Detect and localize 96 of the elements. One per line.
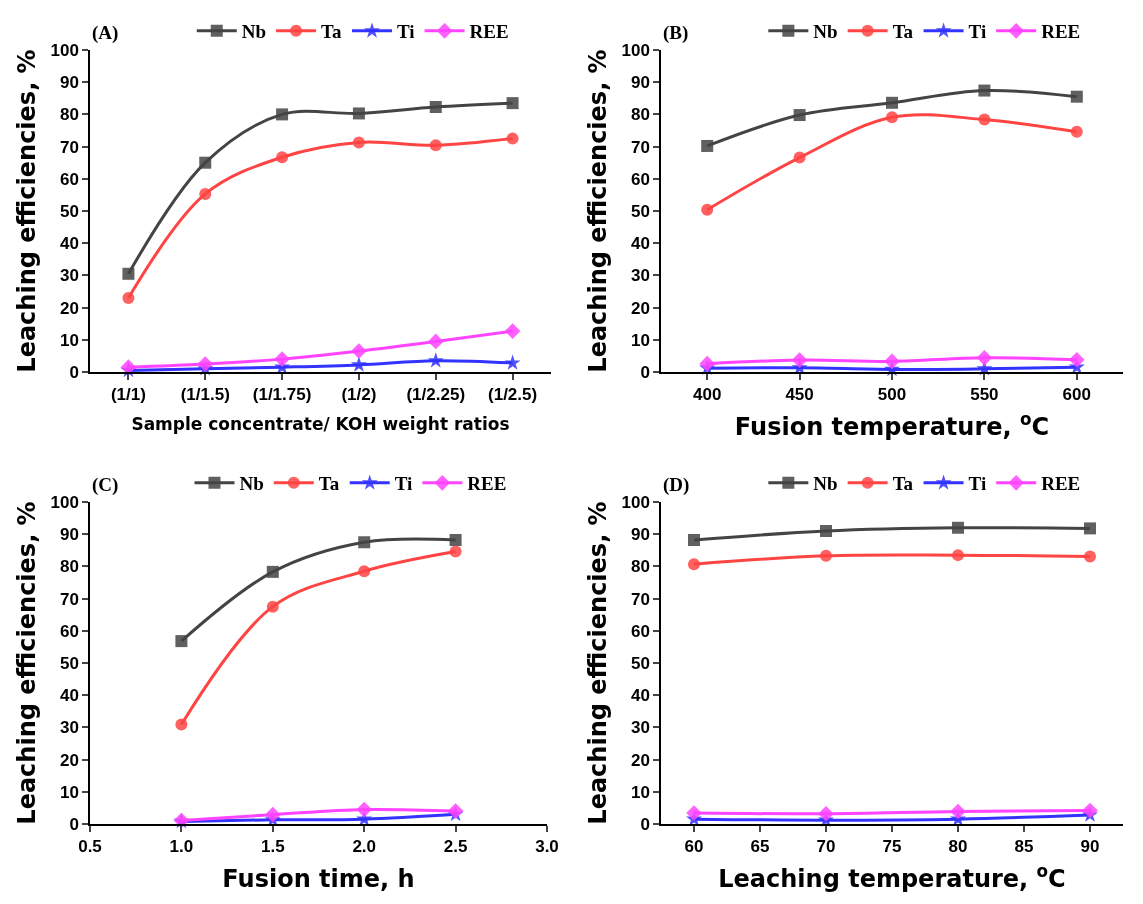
x-tick-label: (1/2.25) xyxy=(406,385,466,405)
y-tick-label: 70 xyxy=(59,137,79,157)
x-tick-label: 500 xyxy=(877,385,907,405)
x-tick-label: 80 xyxy=(948,837,968,857)
y-tick-label: 10 xyxy=(59,330,79,350)
y-tick-label: 50 xyxy=(59,201,79,221)
x-tick-label: (1/2) xyxy=(341,385,377,405)
y-tick-label: 10 xyxy=(59,782,79,802)
text: (B) xyxy=(663,22,689,44)
y-tick-label: 0 xyxy=(640,814,650,834)
y-tick-label: 60 xyxy=(630,169,650,189)
y-tick-label: 20 xyxy=(59,750,79,770)
x-tick-label: 75 xyxy=(882,837,902,857)
text: (D) xyxy=(663,474,690,496)
x-tick-label: 600 xyxy=(1062,385,1091,405)
legend-label: Ti xyxy=(394,473,413,495)
y-tick-label: 20 xyxy=(59,298,79,318)
y-tick-label: 70 xyxy=(59,589,79,609)
y-tick-label: 30 xyxy=(630,718,650,738)
legend-label: Nb xyxy=(813,473,838,495)
y-tick-label: 80 xyxy=(630,557,650,577)
legend-label: REE xyxy=(1041,473,1081,495)
x-tick-label: 400 xyxy=(693,385,722,405)
y-tick-label: 80 xyxy=(59,105,79,125)
x-tick-label: 1.0 xyxy=(169,837,194,857)
y-tick-label: 30 xyxy=(59,718,79,738)
y-tick-label: 80 xyxy=(59,557,79,577)
y-tick-label: 100 xyxy=(621,40,650,60)
x-axis-title: Leaching temperature, $^{o}$C xyxy=(718,860,1066,893)
y-tick-label: 90 xyxy=(630,525,650,545)
y-tick-label: 40 xyxy=(630,234,650,254)
y-tick-label: 0 xyxy=(69,814,79,834)
x-axis-title: Fusion time, h xyxy=(222,864,415,893)
x-tick-label: (1/1.75) xyxy=(252,385,312,405)
y-axis-title: Leaching efficiencies, % xyxy=(13,501,42,825)
y-tick-label: 90 xyxy=(630,73,650,93)
x-axis-title: Sample concentrate/ KOH weight ratios xyxy=(131,414,510,435)
legend-label: Nb xyxy=(239,473,264,495)
y-tick-label: 0 xyxy=(640,362,650,382)
y-axis-title: Leaching efficiencies, % xyxy=(584,501,613,825)
legend-label: Ta xyxy=(892,21,914,43)
y-tick-label: 10 xyxy=(630,782,650,802)
y-tick-label: 100 xyxy=(50,492,79,512)
y-tick-label: 50 xyxy=(630,653,650,673)
y-tick-label: 70 xyxy=(630,589,650,609)
legend-label: Nb xyxy=(813,21,838,43)
x-tick-label: 550 xyxy=(970,385,999,405)
x-tick-label: (1/2.5) xyxy=(488,385,538,405)
x-tick-label: 450 xyxy=(785,385,814,405)
x-tick-label: 70 xyxy=(816,837,836,857)
y-tick-label: 50 xyxy=(59,653,79,673)
legend-label: Ta xyxy=(321,21,342,43)
y-tick-label: 100 xyxy=(50,40,79,60)
legend-label: Ta xyxy=(892,473,914,495)
legend-label: REE xyxy=(1041,21,1081,43)
legend-label: Ti xyxy=(968,473,987,495)
y-tick-label: 90 xyxy=(59,525,79,545)
y-tick-label: 40 xyxy=(59,234,79,254)
x-tick-label: 90 xyxy=(1080,837,1100,857)
y-tick-label: 40 xyxy=(630,686,650,706)
x-tick-label: 85 xyxy=(1014,837,1034,857)
legend-label: Ta xyxy=(318,473,340,495)
legend-label: REE xyxy=(469,21,509,43)
y-tick-label: 100 xyxy=(621,492,650,512)
y-tick-label: 30 xyxy=(59,266,79,286)
y-tick-label: 20 xyxy=(630,298,650,318)
y-tick-label: 90 xyxy=(59,73,79,93)
legend-label: Ti xyxy=(968,21,987,43)
y-axis-title: Leaching efficiencies, % xyxy=(584,49,613,373)
x-tick-label: 60 xyxy=(684,837,704,857)
x-tick-label: (1/1.5) xyxy=(180,385,230,405)
x-tick-label: 0.5 xyxy=(78,837,102,857)
y-tick-label: 10 xyxy=(630,330,650,350)
x-tick-label: 1.5 xyxy=(260,837,285,857)
y-tick-label: 60 xyxy=(59,169,79,189)
x-tick-label: 3.0 xyxy=(535,837,559,857)
y-tick-label: 20 xyxy=(630,750,650,770)
x-tick-label: 2.5 xyxy=(443,837,468,857)
y-tick-label: 30 xyxy=(630,266,650,286)
text: (C) xyxy=(92,474,119,496)
y-tick-label: 0 xyxy=(69,362,79,382)
text: (A) xyxy=(92,22,119,44)
legend-label: REE xyxy=(467,473,507,495)
y-axis-title: Leaching efficiencies, % xyxy=(13,49,42,373)
y-tick-label: 60 xyxy=(630,621,650,641)
x-tick-label: 65 xyxy=(750,837,770,857)
legend-label: Nb xyxy=(241,21,267,43)
x-tick-label: 2.0 xyxy=(352,837,377,857)
y-tick-label: 50 xyxy=(630,201,650,221)
legend-label: Ti xyxy=(397,21,415,43)
y-tick-label: 80 xyxy=(630,105,650,125)
y-tick-label: 60 xyxy=(59,621,79,641)
y-tick-label: 40 xyxy=(59,686,79,706)
y-tick-label: 70 xyxy=(630,137,650,157)
x-tick-label: (1/1) xyxy=(110,385,146,405)
x-axis-title: Fusion temperature, $^{o}$C xyxy=(734,408,1050,441)
